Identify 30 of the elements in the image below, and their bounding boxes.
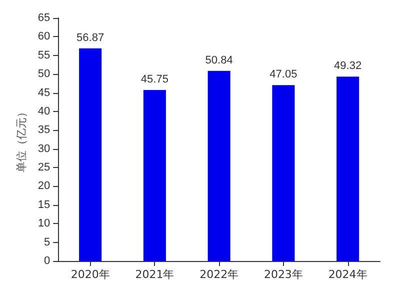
y-tick-label: 30 (38, 142, 50, 155)
y-tick-label: 20 (38, 180, 50, 192)
y-axis-title: 单位（亿元） (15, 106, 28, 172)
data-label: 50.84 (205, 54, 233, 66)
y-tick-label: 5 (44, 236, 50, 248)
y-tick-label: 15 (38, 198, 50, 211)
y-tick-label: 40 (38, 105, 50, 118)
data-label: 49.32 (334, 60, 362, 72)
y-tick-label: 45 (38, 86, 50, 99)
y-tick-label: 35 (38, 124, 50, 136)
bar (336, 76, 360, 261)
y-tick-label: 50 (38, 68, 50, 80)
y-tick-label: 65 (38, 12, 50, 24)
y-tick-label: 25 (38, 162, 50, 174)
bar (143, 90, 166, 261)
x-tick-label: 2020年 (70, 268, 110, 281)
y-tick-label: 55 (38, 49, 50, 62)
bar (208, 70, 230, 261)
bar (272, 85, 295, 261)
y-tick-label: 0 (44, 255, 50, 267)
x-tick-label: 2024年 (328, 268, 368, 281)
x-tick-label: 2022年 (200, 268, 239, 281)
y-tick-label: 10 (38, 218, 50, 230)
data-label: 56.87 (76, 32, 104, 44)
x-tick-label: 2021年 (135, 268, 174, 281)
data-label: 45.75 (140, 73, 168, 86)
x-tick-label: 2023年 (264, 268, 303, 281)
data-label: 47.05 (270, 68, 298, 81)
y-tick-label: 60 (38, 30, 50, 43)
bar (79, 48, 102, 261)
